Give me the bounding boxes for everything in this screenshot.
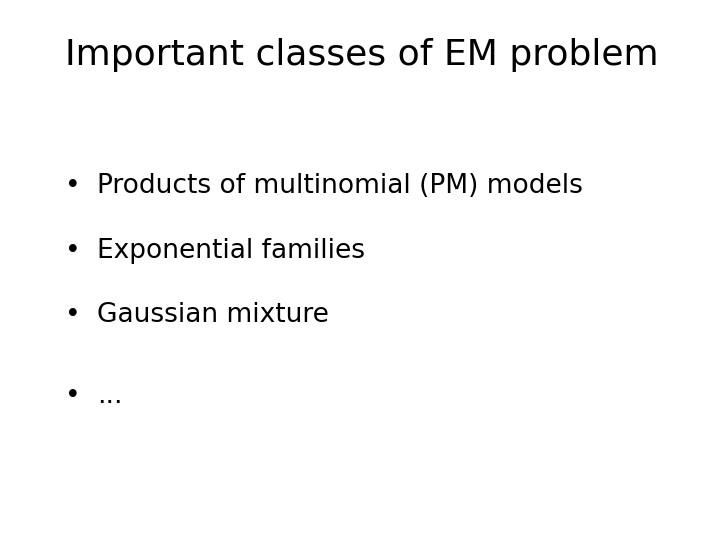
Text: •: • bbox=[65, 238, 81, 264]
Text: Important classes of EM problem: Important classes of EM problem bbox=[65, 38, 658, 72]
Text: ...: ... bbox=[97, 383, 122, 409]
Text: •: • bbox=[65, 302, 81, 328]
Text: Products of multinomial (PM) models: Products of multinomial (PM) models bbox=[97, 173, 583, 199]
Text: •: • bbox=[65, 383, 81, 409]
Text: Gaussian mixture: Gaussian mixture bbox=[97, 302, 329, 328]
Text: Exponential families: Exponential families bbox=[97, 238, 365, 264]
Text: •: • bbox=[65, 173, 81, 199]
